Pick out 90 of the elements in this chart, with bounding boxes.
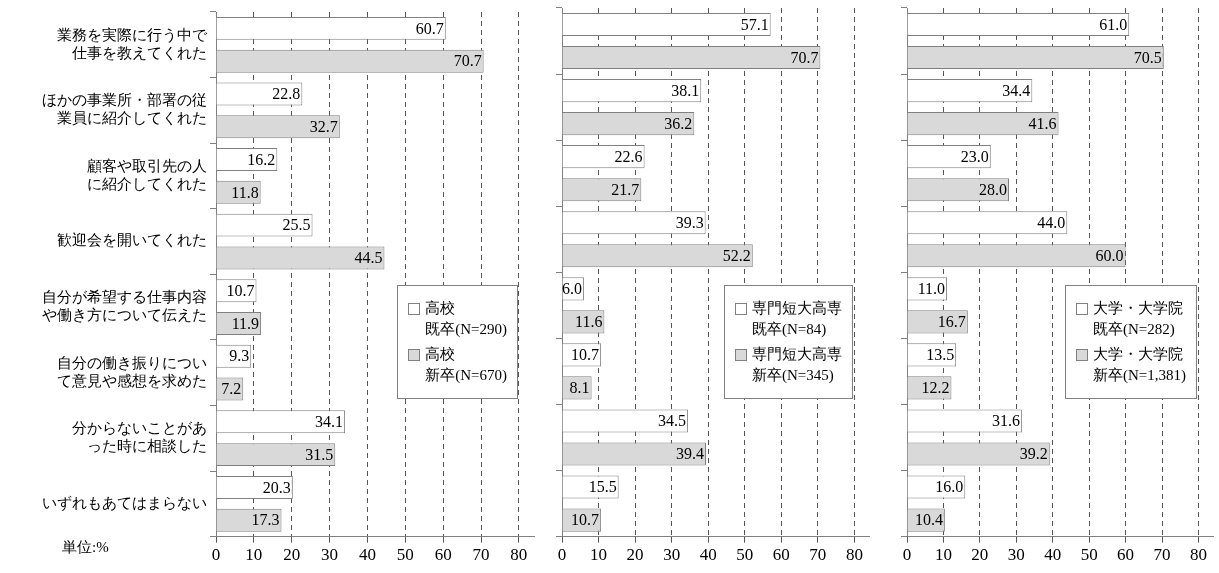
x-tick-label: 60 <box>1117 545 1135 565</box>
data-label: 34.5 <box>658 412 687 430</box>
x-tick-label: 10 <box>590 545 608 565</box>
x-tick-label: 30 <box>663 545 681 565</box>
x-tick-label: 40 <box>358 545 376 565</box>
data-label: 11.6 <box>574 313 603 331</box>
data-label: 10.7 <box>571 511 600 529</box>
data-label: 52.2 <box>722 246 751 264</box>
x-tick-label: 10 <box>245 545 263 565</box>
y-tick-label: 歓迎会を開いてくれた <box>57 232 207 249</box>
data-label: 39.4 <box>676 445 704 463</box>
x-tick-label: 0 <box>902 545 912 565</box>
x-tick-label: 50 <box>1080 545 1098 565</box>
x-tick-label: 70 <box>809 545 827 565</box>
data-label: 36.2 <box>664 114 693 132</box>
x-tick-label: 20 <box>626 545 644 565</box>
x-tick-label: 20 <box>283 545 301 565</box>
x-tick-label: 20 <box>971 545 989 565</box>
x-tick-label: 60 <box>772 545 790 565</box>
data-label: 16.2 <box>247 150 276 168</box>
x-tick-label: 70 <box>1153 545 1171 565</box>
y-tick-label: いずれもあてはまらない <box>42 494 207 512</box>
x-tick-label: 50 <box>736 545 754 565</box>
data-label: 23.0 <box>960 147 989 165</box>
legend-label: 専門短大高専新卒(N=345) <box>752 345 842 385</box>
y-tick-label: 分からないことがあった時に相談した <box>72 420 207 455</box>
data-label: 32.7 <box>309 117 338 135</box>
data-label: 21.7 <box>611 180 640 198</box>
text: 単位:% <box>62 538 109 557</box>
data-label: 38.1 <box>671 81 700 99</box>
data-label: 44.0 <box>1037 213 1066 231</box>
data-label: 61.0 <box>1099 15 1128 33</box>
data-label: 22.6 <box>614 147 643 165</box>
data-label: 6.0 <box>561 280 582 298</box>
y-tick-label: 自分が希望する仕事内容や働き方について伝えた <box>42 289 207 324</box>
data-label: 16.7 <box>937 313 966 331</box>
data-label: 70.7 <box>453 52 482 70</box>
y-tick-label: 業務を実際に行う中で仕事を教えてくれた <box>57 26 208 61</box>
data-label: 10.7 <box>571 346 600 364</box>
legend-label: 高校新卒(N=670) <box>425 345 507 385</box>
x-tick-label: 30 <box>321 545 339 565</box>
y-tick-label: 顧客や取引先の人に紹介してくれた <box>87 157 207 192</box>
data-label: 7.2 <box>221 380 242 398</box>
data-label: 44.5 <box>354 249 383 267</box>
data-label: 60.7 <box>415 19 444 37</box>
data-label: 10.4 <box>914 511 943 529</box>
data-label: 34.4 <box>1002 81 1031 99</box>
text: 専門短大高専既卒(N=84) <box>752 299 842 339</box>
x-tick-label: 80 <box>845 545 863 565</box>
data-label: 10.7 <box>226 281 255 299</box>
data-label: 13.5 <box>926 346 955 364</box>
data-label: 8.1 <box>569 379 590 397</box>
data-label: 34.1 <box>315 413 344 431</box>
x-tick-label: 70 <box>472 545 490 565</box>
data-label: 28.0 <box>979 180 1007 198</box>
x-tick-label: 80 <box>510 545 528 565</box>
data-label: 22.8 <box>272 85 301 103</box>
y-tick-label: ほかの事業所・部署の従業員に紹介してくれた <box>42 92 207 127</box>
data-label: 15.5 <box>588 478 617 496</box>
data-label: 11.8 <box>231 183 259 201</box>
data-label: 57.1 <box>740 15 769 33</box>
y-tick-label: 自分の働き振りについて意見や感想を求めた <box>57 354 207 389</box>
data-label: 20.3 <box>262 478 291 496</box>
data-label: 9.3 <box>229 347 250 365</box>
data-label: 70.7 <box>790 48 819 66</box>
data-label: 31.6 <box>992 412 1021 430</box>
x-tick-label: 0 <box>211 545 221 565</box>
data-label: 60.0 <box>1095 246 1124 264</box>
data-label: 17.3 <box>251 511 280 529</box>
x-tick-label: 40 <box>1044 545 1062 565</box>
x-tick-label: 50 <box>396 545 414 565</box>
data-label: 12.2 <box>921 379 950 397</box>
text: 高校既卒(N=290) <box>425 299 507 339</box>
data-label: 11.9 <box>231 314 260 332</box>
data-label: 39.2 <box>1019 445 1048 463</box>
x-tick-label: 40 <box>699 545 717 565</box>
data-label: 39.3 <box>675 213 704 231</box>
data-label: 70.5 <box>1133 48 1162 66</box>
data-label: 41.6 <box>1028 114 1057 132</box>
legend-label: 大学・大学院新卒(N=1,381) <box>1092 345 1186 385</box>
data-label: 25.5 <box>282 216 311 234</box>
data-label: 16.0 <box>935 478 964 496</box>
data-label: 31.5 <box>305 445 334 463</box>
x-tick-label: 0 <box>557 545 567 565</box>
text: 大学・大学院既卒(N=282) <box>1092 299 1183 339</box>
x-tick-label: 60 <box>434 545 452 565</box>
x-tick-label: 10 <box>934 545 952 565</box>
x-tick-label: 30 <box>1007 545 1025 565</box>
data-label: 11.0 <box>917 280 946 298</box>
x-tick-label: 80 <box>1189 545 1207 565</box>
